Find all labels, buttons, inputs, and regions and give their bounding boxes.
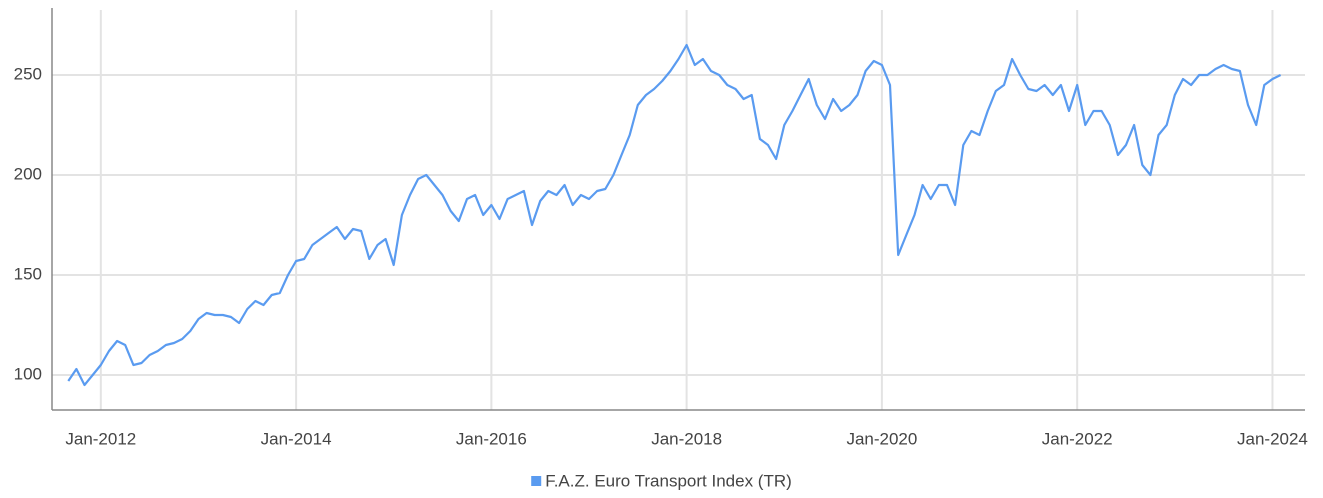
legend-label: F.A.Z. Euro Transport Index (TR) — [545, 471, 792, 490]
y-tick-label: 100 — [14, 364, 42, 383]
x-tick-label: Jan-2018 — [651, 429, 722, 448]
grid — [52, 10, 1305, 410]
x-tick-label: Jan-2012 — [65, 429, 136, 448]
x-tick-label: Jan-2016 — [456, 429, 527, 448]
x-tick-label: Jan-2024 — [1237, 429, 1308, 448]
x-tick-label: Jan-2022 — [1042, 429, 1113, 448]
legend-swatch — [531, 476, 542, 486]
y-tick-label: 200 — [14, 164, 42, 183]
x-tick-label: Jan-2014 — [261, 429, 332, 448]
x-tick-label: Jan-2020 — [846, 429, 917, 448]
y-tick-label: 250 — [14, 64, 42, 83]
y-tick-label: 150 — [14, 264, 42, 283]
line — [67, 43, 1282, 387]
